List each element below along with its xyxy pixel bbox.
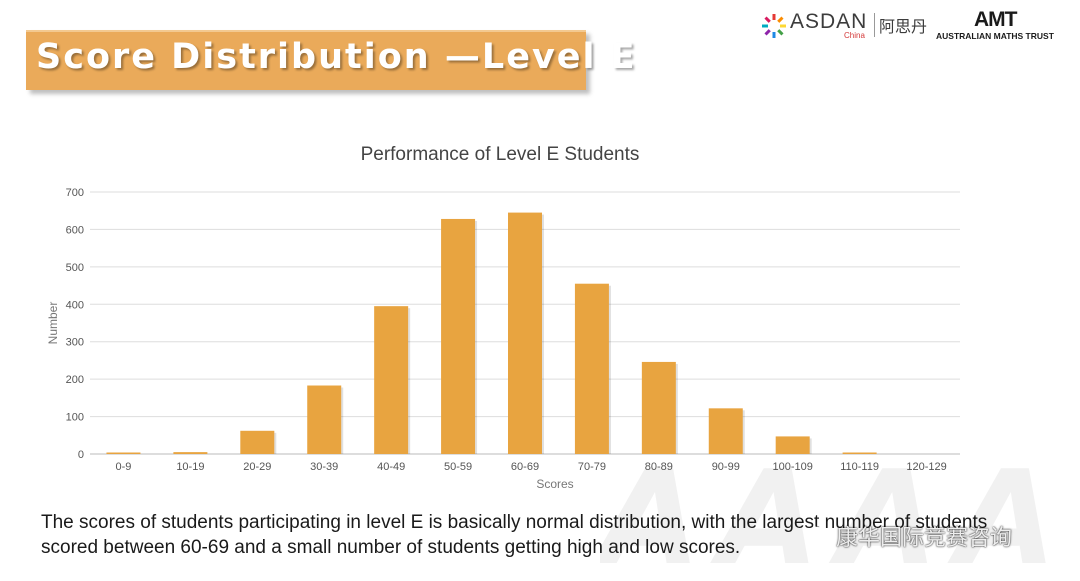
y-tick-label: 700 xyxy=(66,187,84,199)
bar xyxy=(508,212,542,454)
asdan-burst-icon xyxy=(762,14,786,38)
bar-shadow xyxy=(675,363,678,454)
asdan-logo-text: ASDAN xyxy=(790,10,868,33)
slide-caption: The scores of students participating in … xyxy=(41,512,988,558)
bar xyxy=(842,452,877,454)
bar-shadow xyxy=(809,438,812,454)
bar-shadow xyxy=(274,432,277,454)
asdan-logo-chinese: 阿思丹 xyxy=(874,13,927,37)
wechat-watermark: 康华国际竞赛咨询 xyxy=(806,520,1013,551)
x-tick-label: 10-19 xyxy=(176,461,204,473)
bar xyxy=(173,452,208,454)
asdan-logo: ASDAN China 阿思丹 xyxy=(760,10,930,44)
x-tick-label: 110-119 xyxy=(840,461,879,473)
bar-shadow xyxy=(608,285,611,454)
slide-title-banner: Score Distribution —Level E xyxy=(26,30,635,90)
bar-shadow xyxy=(742,410,745,454)
amt-logo-name: AUSTRALIAN MATHS TRUST xyxy=(936,31,1054,41)
bar-shadow xyxy=(542,214,544,454)
chart-title: Performance of Level E Students xyxy=(360,144,640,165)
x-tick-label: 80-89 xyxy=(645,461,673,473)
bar xyxy=(641,361,676,454)
bar xyxy=(307,385,342,454)
x-tick-label: 20-29 xyxy=(243,461,271,473)
y-tick-label: 600 xyxy=(66,224,84,236)
y-tick-label: 200 xyxy=(66,374,84,386)
bar xyxy=(374,306,409,454)
x-tick-label: 70-79 xyxy=(578,461,606,473)
bar-shadow xyxy=(408,308,411,454)
y-tick-label: 300 xyxy=(66,337,84,349)
y-axis-label: Number xyxy=(46,302,60,345)
x-tick-label: 60-69 xyxy=(511,461,539,473)
bar xyxy=(775,436,810,454)
y-tick-label: 0 xyxy=(78,449,84,461)
bar xyxy=(708,408,743,454)
x-tick-label: 120-129 xyxy=(906,461,946,473)
bar-shadow xyxy=(341,387,344,454)
x-tick-label: 40-49 xyxy=(377,461,405,473)
amt-logo: AMT AUSTRALIAN MATHS TRUST xyxy=(936,8,1076,44)
bar-shadow xyxy=(475,220,478,454)
bar xyxy=(240,430,275,454)
x-tick-label: 30-39 xyxy=(310,461,338,473)
wechat-watermark-text: 康华国际竞赛咨询 xyxy=(836,526,1013,551)
wechat-icon xyxy=(806,526,832,546)
x-tick-label: 0-9 xyxy=(116,461,132,473)
background-watermark: AAAA xyxy=(600,455,1075,581)
x-axis-label: Scores xyxy=(536,477,573,491)
bar xyxy=(106,452,141,454)
slide-title: Score Distribution —Level E xyxy=(36,37,637,77)
amt-logo-mark: AMT xyxy=(974,8,1017,31)
x-tick-label: 90-99 xyxy=(712,461,740,473)
bar xyxy=(441,218,476,454)
x-tick-label: 100-109 xyxy=(773,461,813,473)
bar xyxy=(574,283,609,454)
y-tick-label: 500 xyxy=(66,262,84,274)
x-tick-label: 50-59 xyxy=(444,461,472,473)
y-tick-label: 400 xyxy=(66,299,84,311)
y-tick-label: 100 xyxy=(66,412,84,424)
asdan-logo-sub: China xyxy=(844,31,865,40)
